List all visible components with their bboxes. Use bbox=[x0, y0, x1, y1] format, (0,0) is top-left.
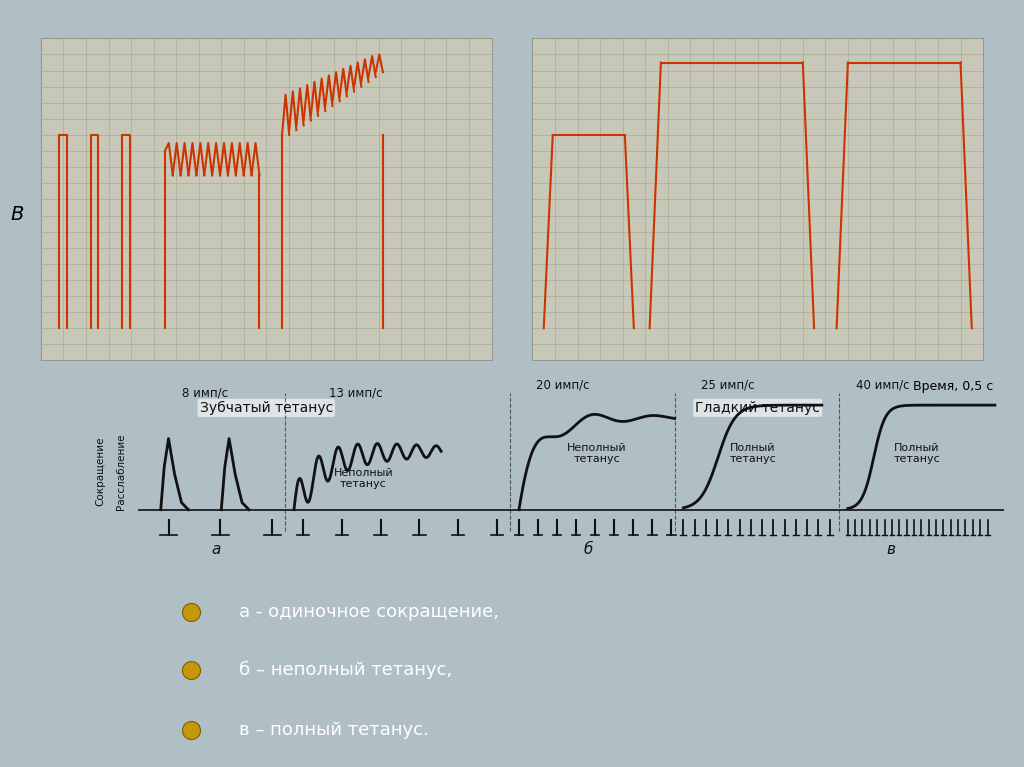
Text: б: б bbox=[584, 542, 593, 557]
Text: б – неполный тетанус,: б – неполный тетанус, bbox=[239, 660, 453, 679]
Text: 8 имп/с: 8 имп/с bbox=[181, 387, 227, 400]
Text: в: в bbox=[887, 542, 896, 557]
Text: Время, 0,5 с: Время, 0,5 с bbox=[913, 380, 993, 393]
Text: 20 имп/с: 20 имп/с bbox=[537, 378, 590, 391]
Text: Неполный
тетанус: Неполный тетанус bbox=[334, 468, 393, 489]
Text: 13 имп/с: 13 имп/с bbox=[329, 387, 382, 400]
Text: 40 имп/с: 40 имп/с bbox=[856, 378, 910, 391]
Text: а: а bbox=[211, 542, 221, 557]
Text: Зубчатый тетанус: Зубчатый тетанус bbox=[200, 400, 333, 415]
Text: Расслабление: Расслабление bbox=[116, 433, 126, 510]
Text: Полный
тетанус: Полный тетанус bbox=[894, 443, 940, 464]
Text: Неполный
тетанус: Неполный тетанус bbox=[567, 443, 627, 464]
Text: в – полный тетанус.: в – полный тетанус. bbox=[239, 721, 429, 739]
Text: Сокращение: Сокращение bbox=[95, 437, 105, 506]
Text: а - одиночное сокращение,: а - одиночное сокращение, bbox=[239, 603, 499, 621]
Text: Полный
тетанус: Полный тетанус bbox=[729, 443, 776, 464]
Text: 25 имп/с: 25 имп/с bbox=[700, 378, 754, 391]
Text: В: В bbox=[10, 206, 24, 224]
Text: Гладкий тетанус: Гладкий тетанус bbox=[695, 400, 820, 415]
